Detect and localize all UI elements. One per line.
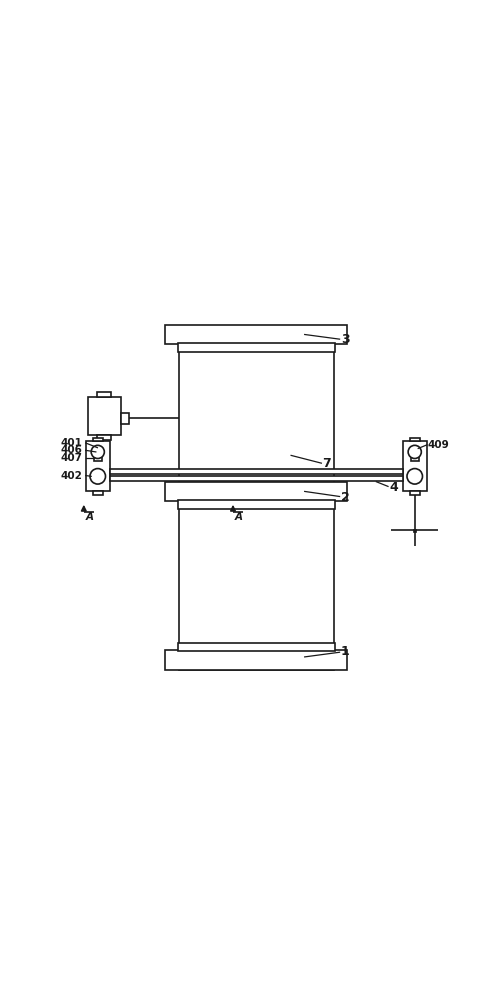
Bar xyxy=(94,454,102,461)
Bar xyxy=(98,392,111,396)
Bar xyxy=(178,500,334,509)
Bar xyxy=(411,454,418,461)
Text: 402: 402 xyxy=(60,471,82,481)
Text: 407: 407 xyxy=(60,453,82,463)
Text: 409: 409 xyxy=(428,440,450,450)
Bar xyxy=(410,438,420,441)
Circle shape xyxy=(407,469,422,484)
Text: 2: 2 xyxy=(340,491,349,504)
Text: 4: 4 xyxy=(389,481,398,494)
Bar xyxy=(178,643,334,651)
Bar xyxy=(179,338,334,670)
Bar xyxy=(110,476,403,481)
Bar xyxy=(86,441,110,491)
Bar xyxy=(413,529,416,532)
Text: 3: 3 xyxy=(340,333,349,346)
Bar xyxy=(92,438,103,441)
Text: A: A xyxy=(86,512,94,522)
Text: 7: 7 xyxy=(322,457,332,470)
Circle shape xyxy=(408,445,422,458)
Bar xyxy=(98,435,111,440)
Bar xyxy=(165,482,348,501)
Text: 406: 406 xyxy=(60,445,82,455)
Bar xyxy=(410,491,420,495)
Circle shape xyxy=(91,445,104,458)
Circle shape xyxy=(90,469,106,484)
Text: 401: 401 xyxy=(60,438,82,448)
Bar xyxy=(178,343,334,352)
Bar xyxy=(88,396,120,435)
Bar xyxy=(402,441,427,491)
Bar xyxy=(120,413,129,424)
Bar xyxy=(165,650,348,670)
Text: 1: 1 xyxy=(340,645,349,658)
Text: A: A xyxy=(234,512,242,522)
Bar xyxy=(165,325,348,344)
Bar xyxy=(92,491,103,495)
Bar xyxy=(110,469,403,474)
